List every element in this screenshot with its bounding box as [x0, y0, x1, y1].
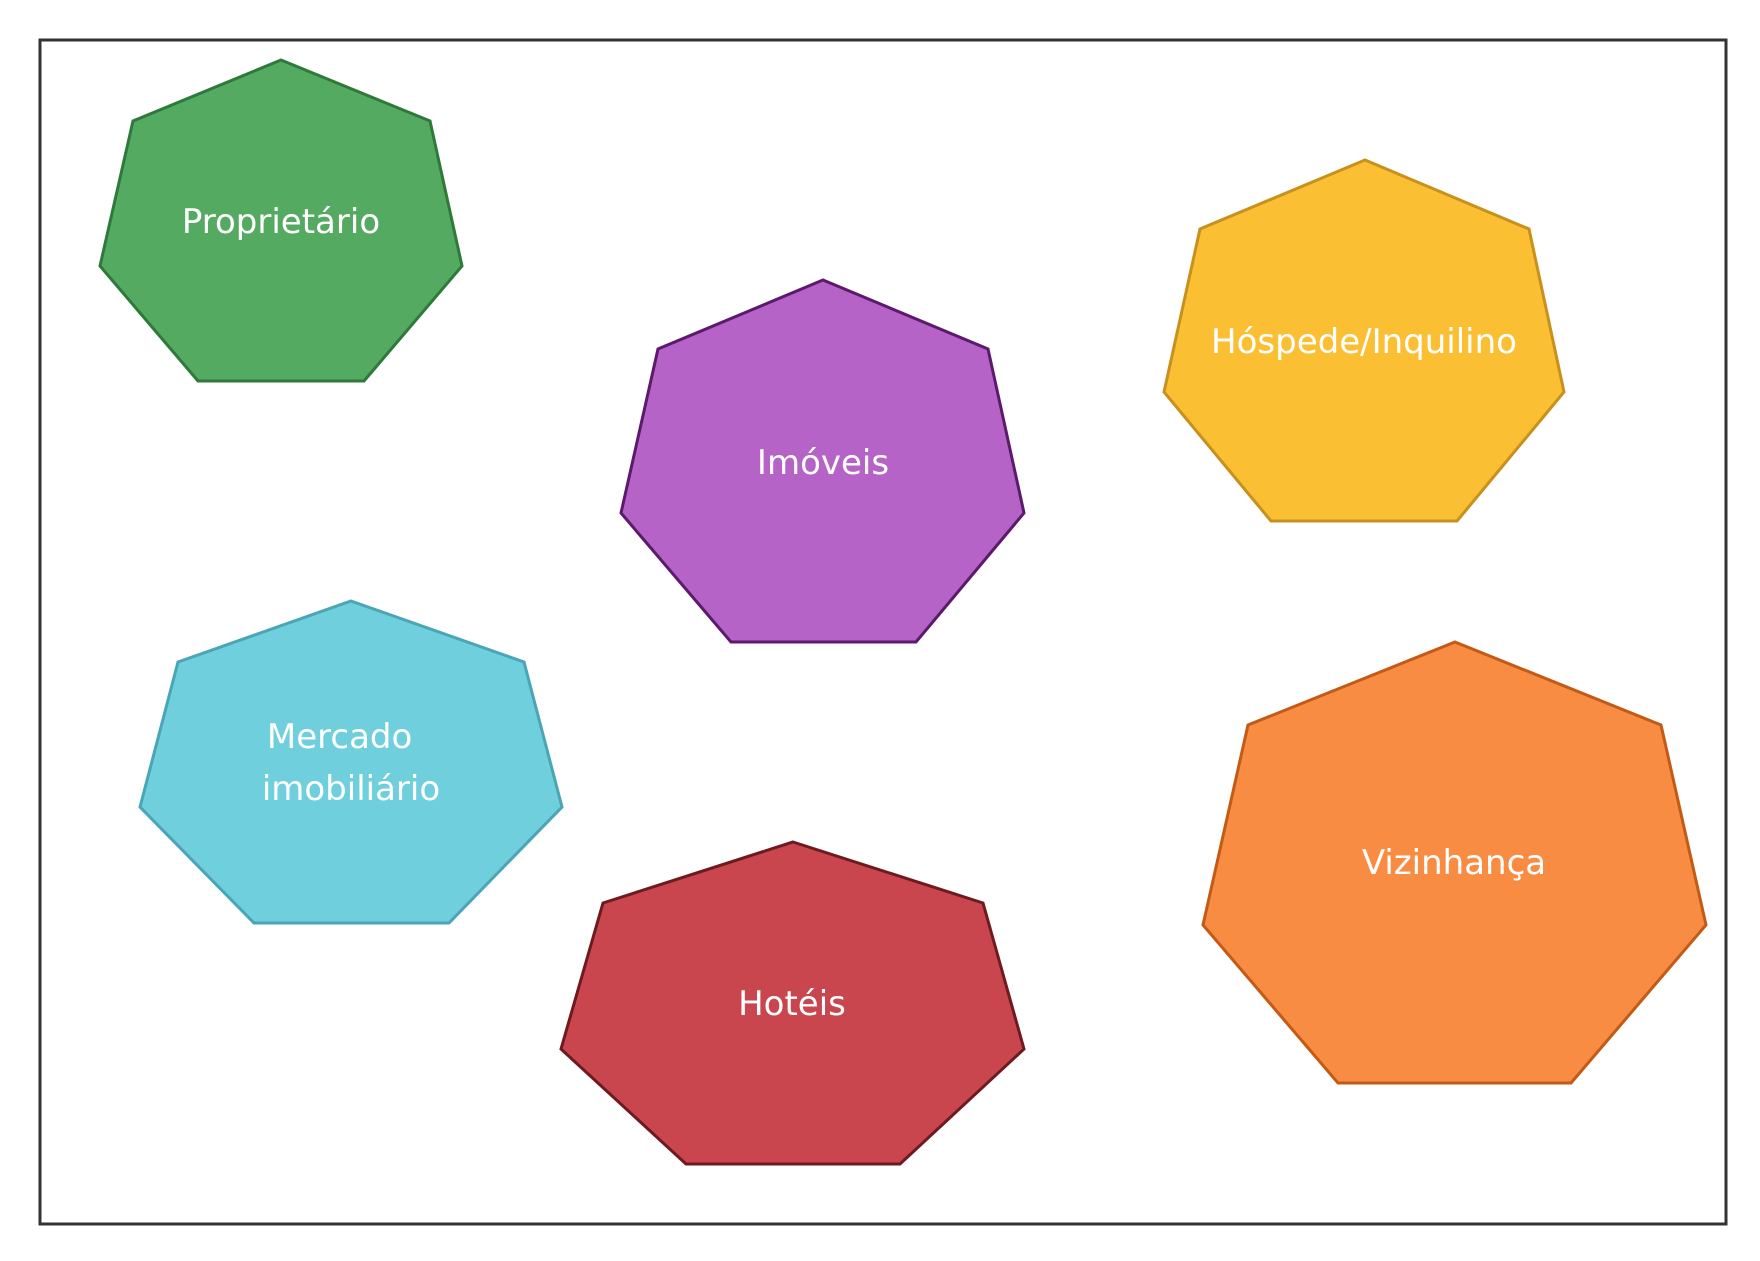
node-proprietario-label: Proprietário: [182, 202, 380, 242]
node-hospede-inquilino[interactable]: Hóspede/Inquilino: [1162, 158, 1566, 523]
node-mercado-imobiliario-heptagon: [138, 599, 564, 925]
node-imoveis-label: Imóveis: [757, 443, 889, 483]
node-vizinhanca-label: Vizinhança: [1362, 843, 1546, 883]
node-imoveis-heptagon: [619, 278, 1026, 644]
node-hoteis-label: Hotéis: [738, 984, 846, 1024]
node-hoteis[interactable]: Hotéis: [559, 840, 1026, 1166]
node-mercado-imobiliario-label: Mercado imobiliário: [262, 717, 440, 809]
node-imoveis[interactable]: Imóveis: [619, 278, 1026, 644]
node-vizinhanca[interactable]: Vizinhança: [1201, 640, 1708, 1085]
node-hospede-inquilino-label: Hóspede/Inquilino: [1211, 322, 1517, 362]
node-vizinhanca-heptagon: [1201, 640, 1708, 1085]
node-proprietario-heptagon: [98, 58, 464, 383]
node-hoteis-heptagon: [559, 840, 1026, 1166]
node-proprietario[interactable]: Proprietário: [98, 58, 464, 383]
node-hospede-inquilino-heptagon: [1162, 158, 1566, 523]
node-mercado-imobiliario[interactable]: Mercado imobiliário: [138, 599, 564, 925]
